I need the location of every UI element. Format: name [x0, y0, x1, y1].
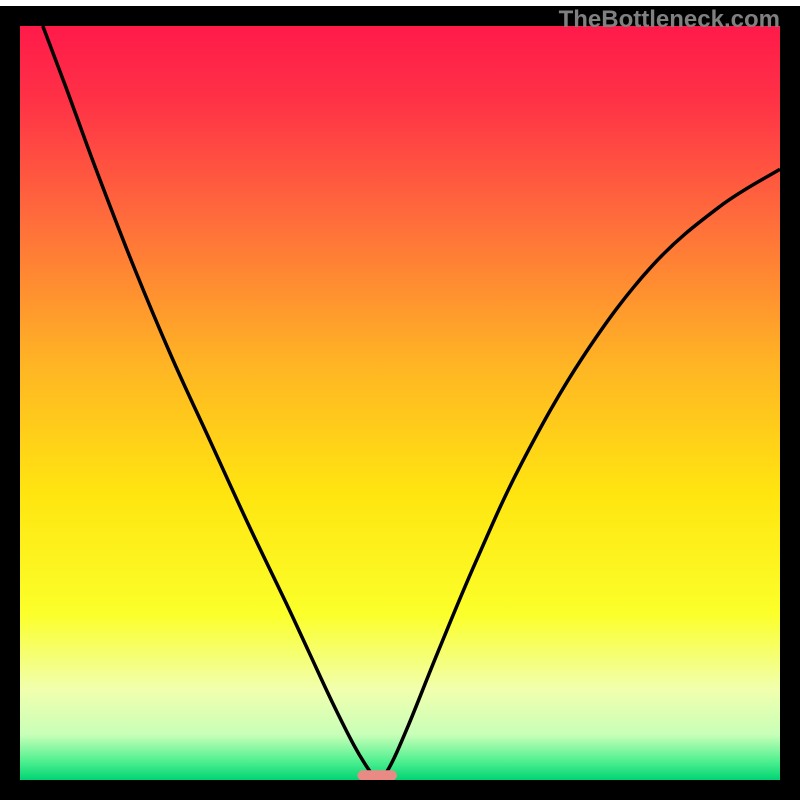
- chart-svg: [0, 0, 800, 800]
- bottleneck-chart: TheBottleneck.com: [0, 0, 800, 800]
- watermark-text: TheBottleneck.com: [559, 6, 780, 34]
- optimum-marker: [357, 770, 397, 781]
- chart-background: [20, 26, 780, 780]
